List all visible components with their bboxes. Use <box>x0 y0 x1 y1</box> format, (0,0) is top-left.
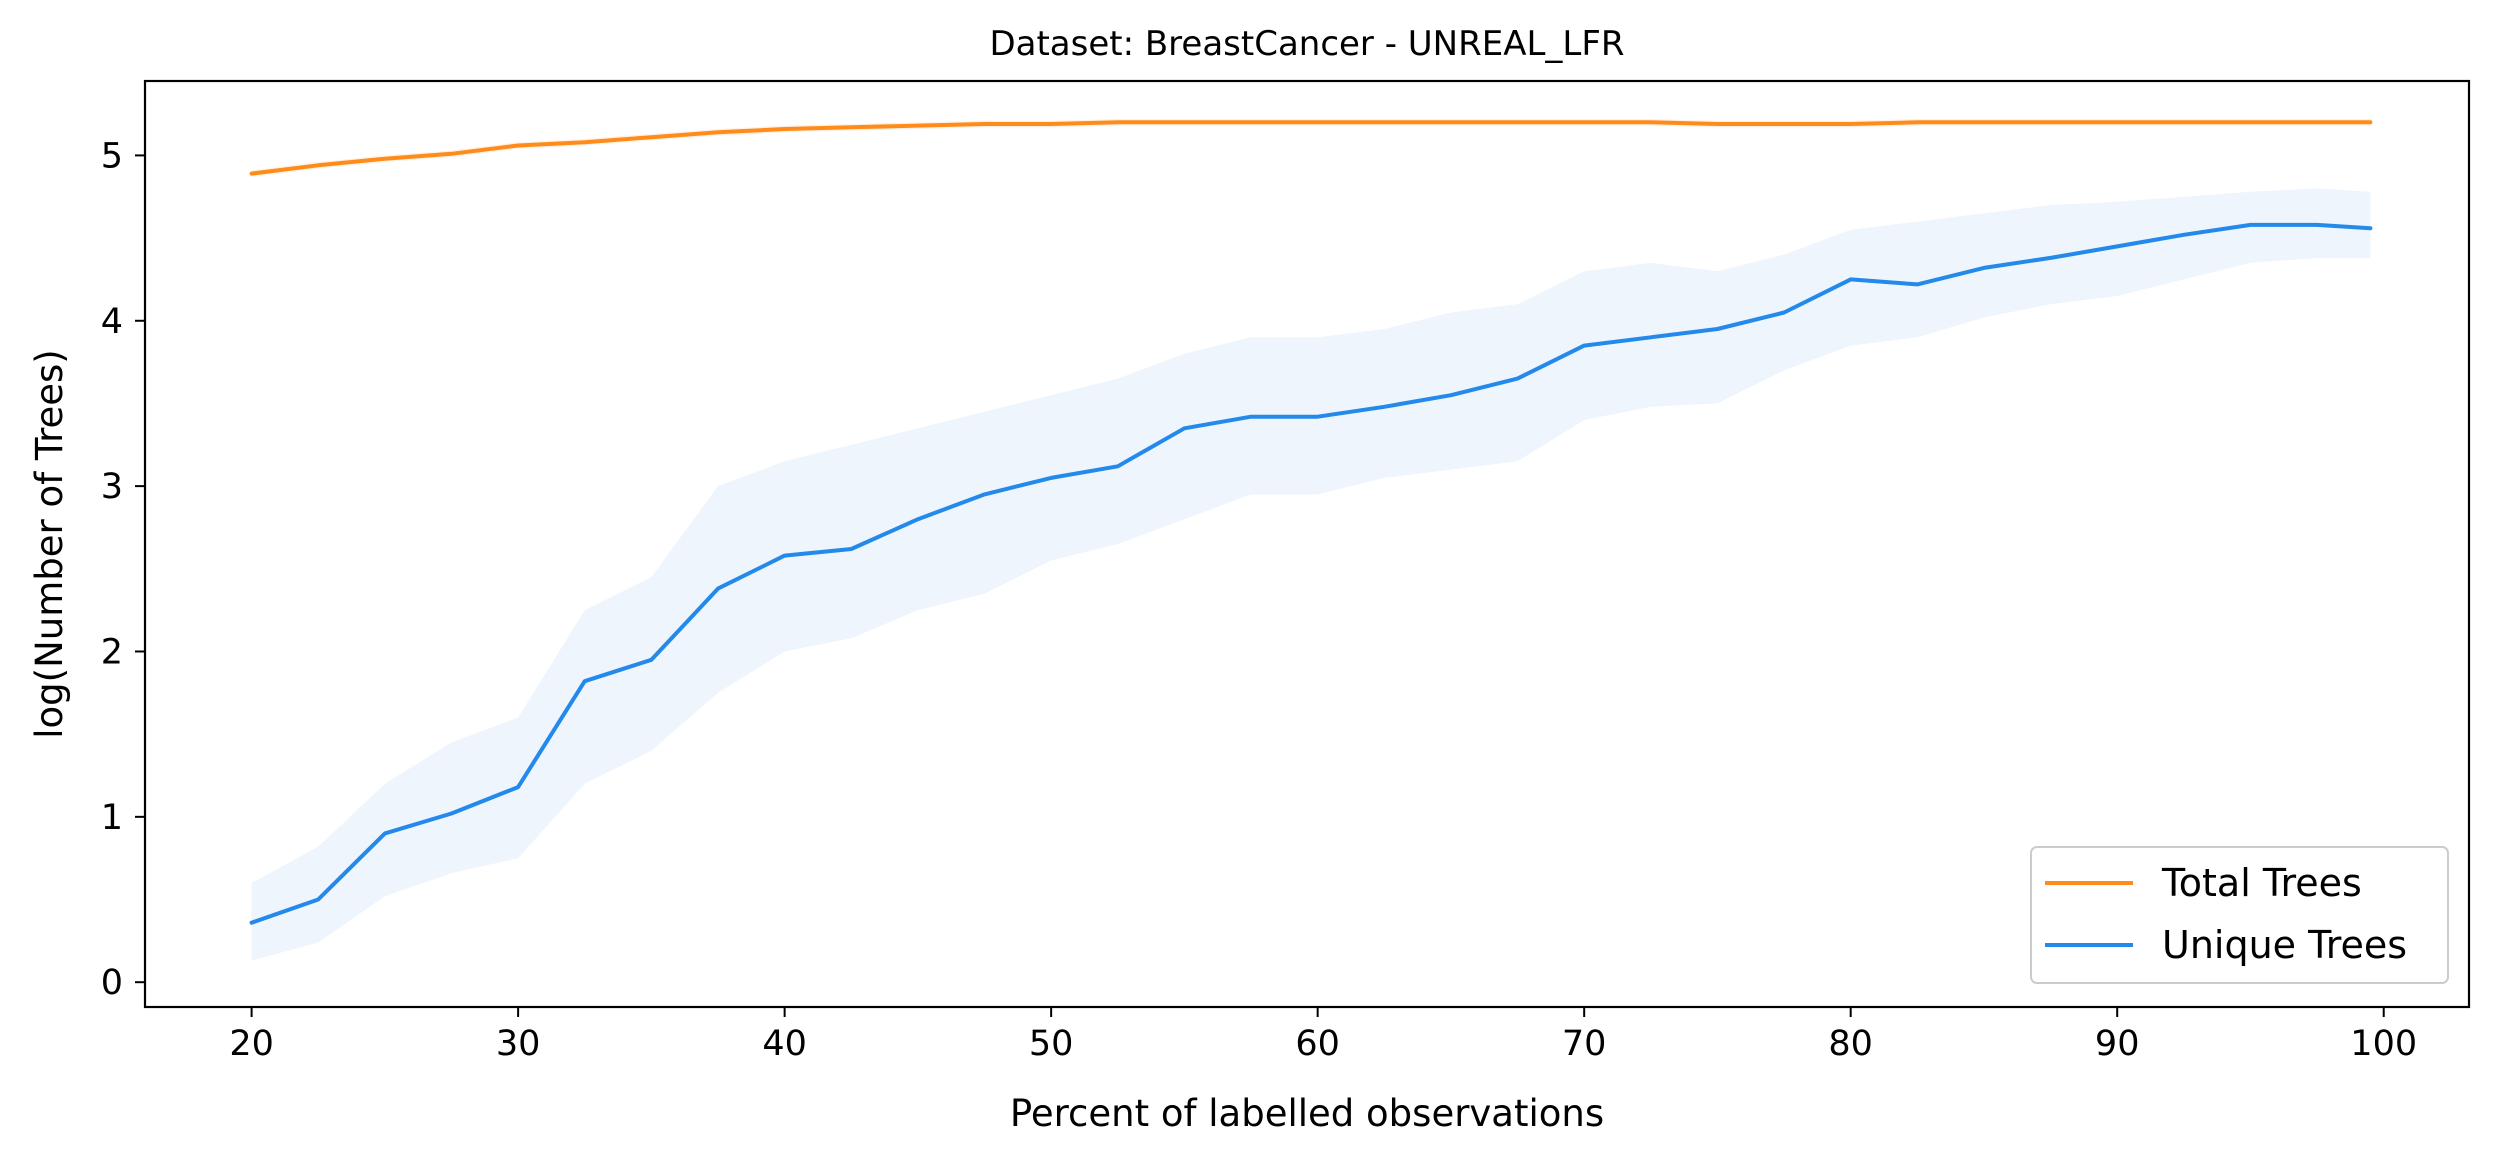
chart-title: Dataset: BreastCancer - UNREAL_LFR <box>989 24 1624 64</box>
x-tick-label: 80 <box>1828 1024 1873 1064</box>
y-tick-label: 5 <box>101 136 123 176</box>
y-tick-label: 4 <box>101 302 123 342</box>
plot-frame <box>143 79 2471 1009</box>
y-axis-label: log(Number of Trees) <box>28 349 71 738</box>
confidence-bands <box>251 119 2371 961</box>
y-axis-ticks: 0 1 2 3 4 5 <box>101 136 145 1003</box>
band-0 <box>251 119 2371 177</box>
x-tick-label: 70 <box>1562 1024 1607 1064</box>
series-line-0 <box>249 120 2373 176</box>
y-tick-label: 2 <box>101 632 123 672</box>
x-tick-label: 60 <box>1295 1024 1340 1064</box>
x-tick-label: 40 <box>762 1024 807 1064</box>
y-tick-label: 3 <box>101 467 123 507</box>
legend: Total Trees Unique Trees <box>2030 846 2449 984</box>
y-tick-label: 0 <box>101 963 123 1003</box>
legend-label-unique-trees: Unique Trees <box>2162 923 2407 967</box>
x-axis-label: Percent of labelled observations <box>1010 1092 1604 1135</box>
legend-box <box>2030 846 2449 984</box>
x-tick-label: 20 <box>229 1024 274 1064</box>
x-tick-label: 100 <box>2350 1024 2417 1064</box>
series-line-1 <box>249 222 2373 925</box>
x-axis-ticks: 20 30 40 50 60 70 80 90 100 <box>229 1007 2417 1064</box>
legend-label-total-trees: Total Trees <box>2161 861 2362 905</box>
x-tick-label: 30 <box>496 1024 541 1064</box>
x-tick-label: 50 <box>1029 1024 1074 1064</box>
y-tick-label: 1 <box>101 798 123 838</box>
band-1 <box>251 188 2371 961</box>
series-lines <box>249 120 2373 925</box>
x-tick-label: 90 <box>2095 1024 2140 1064</box>
